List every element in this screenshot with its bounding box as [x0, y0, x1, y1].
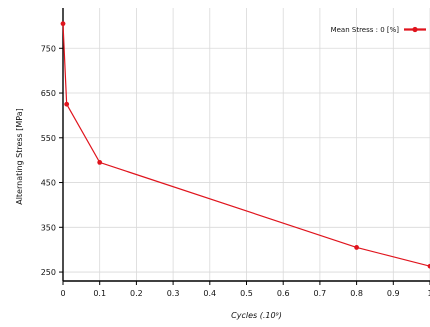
data-point — [64, 101, 70, 107]
data-point — [354, 245, 359, 250]
y-tick-label: 450 — [41, 179, 56, 188]
data-point — [97, 160, 103, 165]
grid-layer — [63, 8, 430, 281]
legend: Mean Stress : 0 [%] — [331, 26, 426, 34]
x-tick-label: 0.2 — [130, 289, 143, 298]
x-tick-label: 0.3 — [167, 289, 180, 298]
x-axis-label: Cycles (.10⁹) — [231, 311, 282, 320]
x-tick-label: 0.8 — [350, 289, 363, 298]
data-point — [427, 263, 430, 269]
series-layer — [60, 21, 430, 269]
legend-marker — [412, 26, 418, 33]
tick-label-layer: 0 0.1 0.2 0.3 0.4 0.5 0.6 0.7 0.8 0.9 1 250 350 450 55… — [41, 44, 430, 298]
x-tick-label: 0.7 — [314, 289, 327, 298]
x-tick-label: 0.1 — [93, 289, 106, 298]
y-tick-label: 550 — [41, 134, 56, 143]
x-tick-label: 0.9 — [387, 289, 400, 298]
legend-label: Mean Stress : 0 [%] — [331, 26, 400, 34]
y-tick-label: 650 — [41, 89, 56, 98]
x-tick-label: 1 — [427, 289, 430, 298]
axis-layer — [59, 8, 430, 285]
x-tick-label: 0.6 — [277, 289, 290, 298]
data-point — [60, 21, 66, 27]
x-tick-label: 0.4 — [203, 289, 216, 298]
x-tick-label: 0 — [60, 289, 65, 298]
x-tick-label: 0.5 — [240, 289, 253, 298]
y-tick-label: 250 — [41, 268, 56, 277]
y-tick-label: 350 — [41, 223, 56, 232]
y-tick-label: 750 — [41, 44, 56, 53]
y-axis-label: Alternating Stress [MPa] — [15, 108, 24, 205]
